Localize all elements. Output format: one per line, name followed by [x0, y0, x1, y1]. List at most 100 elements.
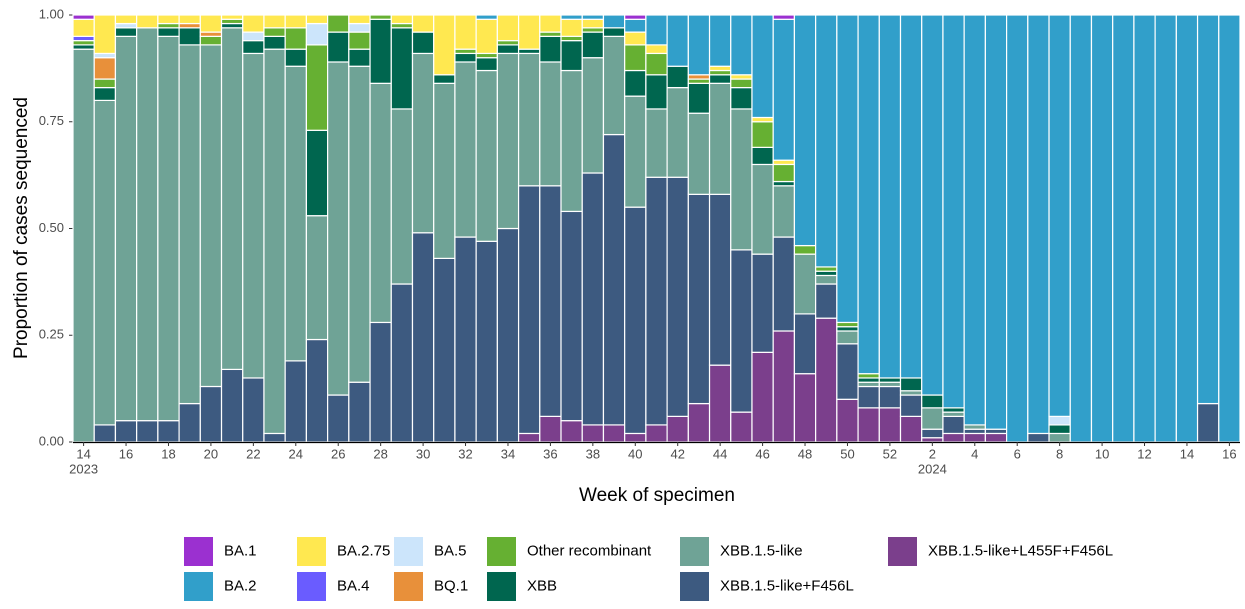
bar-segment	[1005, 14, 1029, 443]
bar-segment	[878, 385, 902, 409]
bar-segment	[72, 40, 95, 46]
bar-segment	[263, 48, 286, 435]
bar-segment	[624, 14, 647, 20]
bar-segment	[751, 146, 774, 166]
legend-label: XBB.1.5-like+F456L	[720, 577, 854, 594]
bar-segment	[772, 18, 796, 161]
bar-segment	[942, 411, 965, 417]
bar-segment	[921, 14, 944, 396]
bar-segment	[836, 398, 859, 443]
y-tick-label: 0.25	[39, 327, 64, 342]
bar-segment	[730, 78, 753, 89]
bar-segment	[411, 31, 435, 55]
bar-segment	[793, 244, 817, 255]
bar-segment	[1048, 14, 1071, 417]
x-tick-label: 2	[929, 446, 936, 461]
x-tick-label: 6	[1014, 446, 1021, 461]
x-tick-label: 14	[1180, 446, 1194, 461]
bar-segment	[348, 31, 371, 50]
x-tick-label: 26	[331, 446, 345, 461]
bar-segment	[242, 31, 265, 42]
bar-segment	[602, 424, 626, 443]
bar-segment	[581, 424, 605, 443]
legend-label: BA.2.75	[337, 542, 390, 559]
bar-segment	[815, 14, 838, 268]
bar-segment	[263, 27, 286, 37]
bar-segment	[136, 14, 159, 29]
x-tick-label: 18	[161, 446, 175, 461]
legend-swatch	[184, 537, 213, 566]
bar-segment	[136, 27, 159, 422]
bar-segment	[772, 159, 796, 166]
bar-segment	[836, 321, 859, 328]
legend-label: BA.2	[224, 577, 257, 594]
bar-segment	[984, 428, 1008, 435]
bar-segment	[242, 377, 265, 443]
bar-segment	[199, 35, 223, 46]
bar-segment	[475, 69, 498, 242]
bar-segment	[645, 14, 668, 46]
bar-segment	[687, 193, 711, 405]
bar-segment	[921, 428, 944, 439]
bar-segment	[921, 394, 944, 409]
bar-segment	[899, 390, 923, 396]
bar-segment	[666, 176, 689, 417]
bar-segment	[305, 215, 329, 341]
bar-segment	[793, 313, 817, 375]
bar-segment	[730, 249, 753, 413]
bar-segment	[454, 14, 477, 50]
bar-segment	[878, 377, 902, 383]
bar-segment	[730, 108, 753, 251]
bar-segment	[157, 22, 180, 29]
y-tick-label: 1.00	[39, 6, 64, 21]
bar-segment	[284, 360, 308, 443]
bar-segment	[836, 330, 859, 345]
bar-segment	[369, 18, 392, 84]
bar-segment	[899, 415, 923, 443]
bar-segment	[836, 343, 859, 400]
x-tick-label: 34	[501, 446, 515, 461]
bar-segment	[433, 74, 456, 84]
bar-segment	[539, 35, 562, 63]
bar-segment	[1196, 14, 1220, 405]
bar-segment	[72, 14, 95, 20]
legend-swatch	[680, 572, 709, 601]
bar-segment	[963, 428, 986, 435]
bar-segment	[963, 424, 986, 430]
bar-segment	[475, 57, 498, 72]
bar-segment	[284, 14, 308, 29]
bar-segment	[517, 48, 541, 55]
x-tick-label: 12	[1137, 446, 1151, 461]
bar-segment	[475, 14, 498, 20]
legend-swatch	[297, 572, 326, 601]
bar-segment	[708, 193, 732, 366]
bar-segment	[963, 432, 986, 443]
x-tick-label: 14	[76, 446, 90, 461]
bar-segment	[220, 368, 244, 443]
bar-segment	[454, 48, 477, 55]
bar-segment	[645, 424, 668, 443]
bar-segment	[708, 74, 732, 84]
bar-segment	[178, 14, 201, 25]
bar-segment	[624, 18, 647, 33]
bar-segment	[1133, 14, 1156, 443]
bar-segment	[390, 14, 414, 25]
bar-segment	[93, 78, 117, 89]
y-tick-label: 0.50	[39, 220, 64, 235]
legend-label: BA.4	[337, 577, 370, 594]
bar-segment	[708, 69, 732, 76]
bar-segment	[878, 381, 902, 388]
bar-segment	[624, 31, 647, 46]
legend-label: BA.1	[224, 542, 257, 559]
bar-segment	[390, 22, 414, 29]
bar-segment	[772, 163, 796, 183]
bar-segment	[327, 61, 350, 396]
legend-label: Other recombinant	[527, 542, 652, 559]
bar-segment	[496, 227, 520, 443]
bar-segment	[220, 14, 244, 20]
x-tick-label: 52	[883, 446, 897, 461]
bar-segment	[93, 14, 117, 55]
bar-segment	[708, 65, 732, 72]
legend-swatch	[487, 537, 516, 566]
